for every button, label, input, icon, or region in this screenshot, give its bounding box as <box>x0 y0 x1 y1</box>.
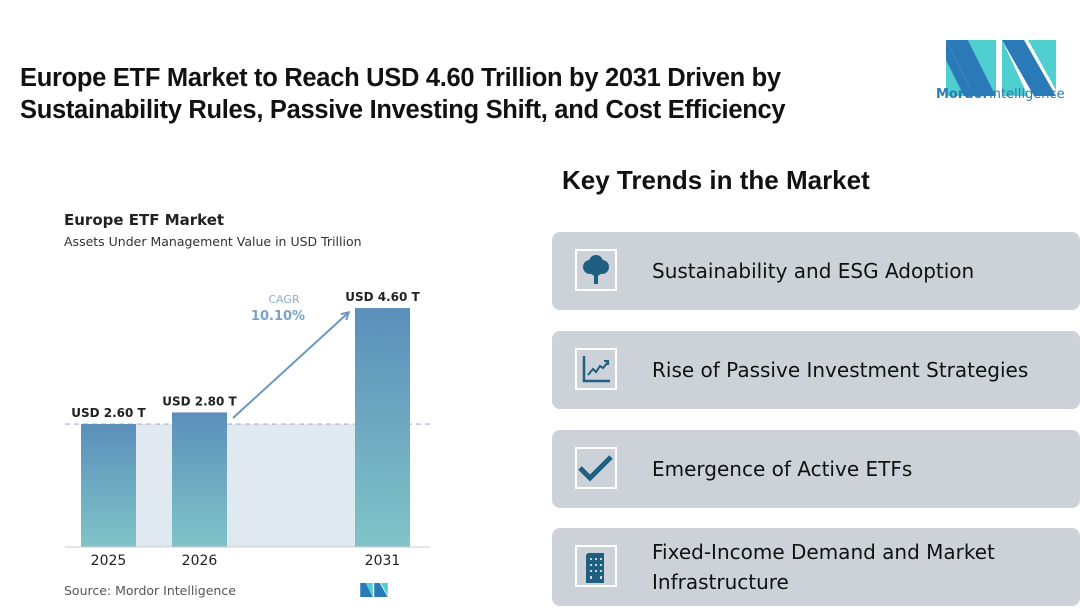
data-label: USD 2.80 T <box>162 394 237 408</box>
data-label: USD 4.60 T <box>345 290 420 304</box>
trend-card: Sustainability and ESG Adoption <box>552 232 1080 310</box>
building-icon <box>575 545 617 587</box>
cagr-arrow <box>232 313 348 419</box>
line-chart-icon <box>575 348 617 390</box>
bar-2025 <box>81 424 136 547</box>
mordor-logo <box>946 40 1056 96</box>
chart-subtitle: Assets Under Management Value in USD Tri… <box>64 234 362 249</box>
trend-card: Emergence of Active ETFs <box>552 430 1080 508</box>
trend-label: Sustainability and ESG Adoption <box>652 259 975 283</box>
cagr-label: CAGR <box>268 293 300 306</box>
logo-text: MordorIntelligence <box>936 87 1065 102</box>
bar-2026 <box>172 412 227 547</box>
x-tick-label: 2026 <box>182 553 218 569</box>
headline: Europe ETF Market to Reach USD 4.60 Tril… <box>20 64 786 124</box>
bar-chart: USD 2.60 T 2025 USD 2.80 T 2026 USD 4.60 T 20… <box>65 290 430 569</box>
source-note: Source: Mordor Intelligence <box>64 583 236 598</box>
trends-title: Key Trends in the Market <box>562 165 870 195</box>
tree-icon <box>575 249 617 291</box>
trend-label: Rise of Passive Investment Strategies <box>652 358 1029 382</box>
checkmark-icon <box>575 447 617 489</box>
small-logo-icon <box>360 583 388 597</box>
cagr-value: 10.10% <box>251 309 305 324</box>
bar-2031 <box>355 308 410 547</box>
trend-label: Fixed-Income Demand and Market Infrastru… <box>652 540 995 594</box>
x-tick-label: 2031 <box>365 553 401 569</box>
data-label: USD 2.60 T <box>71 406 146 420</box>
x-tick-label: 2025 <box>91 553 127 569</box>
chart-title: Europe ETF Market <box>64 211 225 229</box>
trend-card: Fixed-Income Demand and Market Infrastru… <box>552 528 1080 606</box>
trend-card: Rise of Passive Investment Strategies <box>552 331 1080 409</box>
trend-label: Emergence of Active ETFs <box>652 457 913 481</box>
